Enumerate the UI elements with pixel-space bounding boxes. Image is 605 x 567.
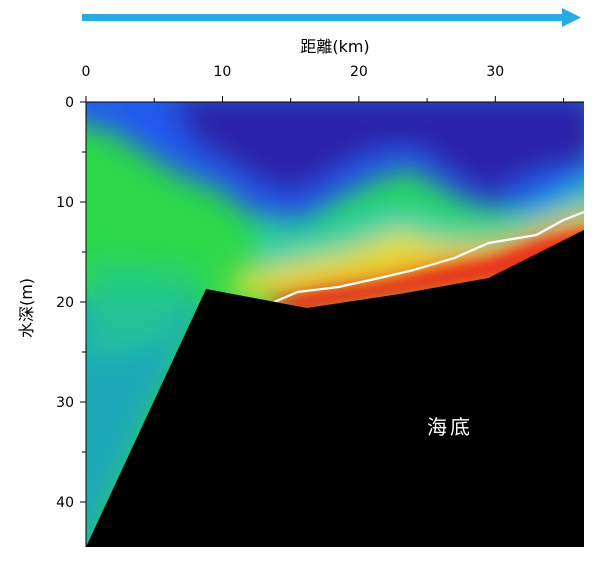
x-axis-title: 距離(km)	[300, 37, 369, 56]
heat-region-red	[270, 229, 584, 312]
y-tick-label: 20	[56, 295, 74, 311]
heat-region-cyan	[250, 178, 584, 270]
white-isoline	[273, 210, 584, 304]
seafloor-label: 海底	[427, 415, 473, 439]
direction-arrow-shaft	[82, 14, 564, 21]
heat-region-mid-teal	[90, 260, 200, 360]
y-tick-label: 10	[56, 195, 74, 211]
x-tick-label: 30	[486, 64, 504, 80]
seafloor-polygon	[86, 230, 584, 547]
x-tick-label: 0	[82, 64, 91, 80]
x-tick-label: 10	[214, 64, 232, 80]
y-tick-label: 30	[56, 395, 74, 411]
direction-arrow-head	[562, 8, 581, 27]
y-tick-label: 40	[56, 495, 74, 511]
x-tick-label: 20	[350, 64, 368, 80]
direction-arrow	[82, 8, 581, 27]
y-axis-title: 水深(m)	[17, 278, 36, 338]
y-tick-label: 0	[65, 95, 74, 111]
heat-field	[86, 102, 584, 547]
heat-region-yellow	[230, 210, 584, 300]
axes	[80, 96, 584, 547]
heat-region-indigo-core	[173, 102, 584, 200]
